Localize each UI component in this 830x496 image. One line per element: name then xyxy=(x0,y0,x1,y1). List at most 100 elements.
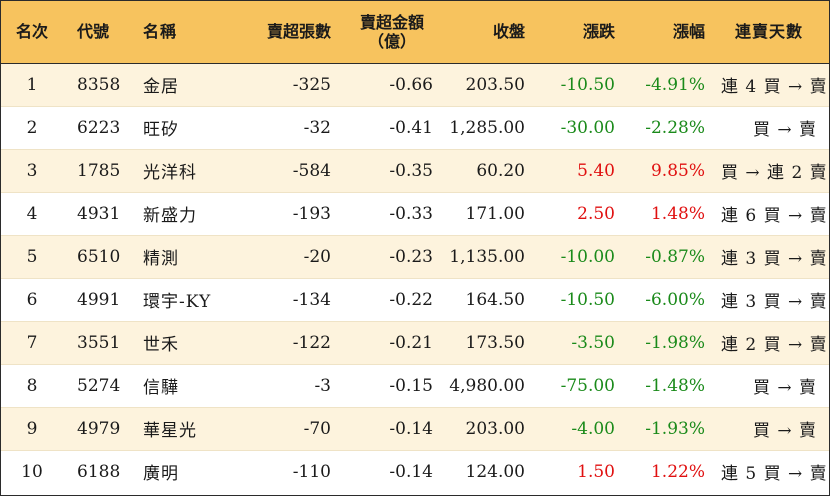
cell-net-sell-lots: -3 xyxy=(253,363,341,407)
cell-name[interactable]: 廣明 xyxy=(133,449,253,493)
cell-name[interactable]: 環宇-KY xyxy=(133,277,253,321)
cell-net-sell-lots: -70 xyxy=(253,406,341,450)
cell-streak: 連 2 買 → 賣 xyxy=(715,320,829,364)
table-row[interactable]: 7 3551 世禾 -122 -0.21 173.50 -3.50 -1.98%… xyxy=(1,320,829,364)
cell-pct: -1.93% xyxy=(625,406,715,450)
cell-name[interactable]: 光洋科 xyxy=(133,148,253,192)
cell-close: 60.20 xyxy=(443,148,535,192)
table-row[interactable]: 8 5274 信驊 -3 -0.15 4,980.00 -75.00 -1.48… xyxy=(1,363,829,407)
table-row[interactable]: 9 4979 華星光 -70 -0.14 203.00 -4.00 -1.93%… xyxy=(1,406,829,450)
header-rank[interactable]: 名次 xyxy=(1,1,63,64)
cell-rank: 2 xyxy=(1,105,63,149)
cell-pct: -1.48% xyxy=(625,363,715,407)
cell-code[interactable]: 5274 xyxy=(63,363,133,407)
header-code[interactable]: 代號 xyxy=(63,1,133,64)
cell-pct: 1.48% xyxy=(625,191,715,235)
header-row: 名次 代號 名稱 賣超張數 賣超金額 （億） 收盤 漲跌 漲幅 連賣天數 xyxy=(1,1,829,64)
cell-streak: 連 4 買 → 賣 xyxy=(721,77,828,97)
cell-code[interactable]: 4979 xyxy=(63,406,133,450)
cell-rank: 9 xyxy=(1,406,63,450)
cell-name[interactable]: 華星光 xyxy=(133,406,253,450)
cell-change: 1.50 xyxy=(535,449,625,493)
cell-net-sell-lots: -32 xyxy=(253,105,341,149)
cell-net-sell-amount: -0.66 xyxy=(389,74,433,95)
cell-net-sell-lots: -122 xyxy=(253,320,341,364)
header-streak[interactable]: 連賣天數 xyxy=(715,1,829,64)
cell-streak: 連 6 買 → 賣 xyxy=(715,191,829,235)
cell-pct: -6.00% xyxy=(625,277,715,321)
header-pct[interactable]: 漲幅 xyxy=(625,1,715,64)
cell-code[interactable]: 4931 xyxy=(63,191,133,235)
cell-net-sell-lots: -584 xyxy=(253,148,341,192)
cell-net-sell-lots: -193 xyxy=(253,191,341,235)
cell-pct: -2.28% xyxy=(625,105,715,149)
table-row[interactable]: 10 6188 廣明 -110 -0.14 124.00 1.50 1.22% … xyxy=(1,449,829,493)
table-body: 1 8358 金居 -325 -0.66 203.50 -10.50 -4.91… xyxy=(1,63,829,493)
table-row[interactable]: 6 4991 環宇-KY -134 -0.22 164.50 -10.50 -6… xyxy=(1,277,829,321)
cell-close: 124.00 xyxy=(443,449,535,493)
header-net-sell-amount[interactable]: 賣超金額 （億） xyxy=(341,1,443,64)
cell-code[interactable]: 6510 xyxy=(63,234,133,278)
cell-net-sell-lots: -325 xyxy=(292,74,331,95)
cell-pct: -4.91% xyxy=(645,74,705,95)
cell-change: -75.00 xyxy=(535,363,625,407)
cell-code[interactable]: 6188 xyxy=(63,449,133,493)
cell-change: -10.00 xyxy=(535,234,625,278)
table-row[interactable]: 2 6223 旺矽 -32 -0.41 1,285.00 -30.00 -2.2… xyxy=(1,105,829,149)
cell-pct: 9.85% xyxy=(625,148,715,192)
cell-name[interactable]: 旺矽 xyxy=(133,105,253,149)
cell-net-sell-amount: -0.15 xyxy=(341,363,443,407)
header-name[interactable]: 名稱 xyxy=(133,1,253,64)
cell-change: -30.00 xyxy=(535,105,625,149)
table-row[interactable]: 1 8358 金居 -325 -0.66 203.50 -10.50 -4.91… xyxy=(1,63,829,106)
cell-code[interactable]: 6223 xyxy=(63,105,133,149)
header-change[interactable]: 漲跌 xyxy=(535,1,625,64)
cell-close: 1,285.00 xyxy=(443,105,535,149)
cell-change: -10.50 xyxy=(560,74,615,95)
cell-rank: 7 xyxy=(1,320,63,364)
cell-name[interactable]: 金居 xyxy=(143,77,179,97)
cell-rank: 5 xyxy=(1,234,63,278)
cell-streak: 買 → 賣 xyxy=(715,105,829,149)
cell-name[interactable]: 精測 xyxy=(133,234,253,278)
cell-streak: 連 5 買 → 賣 xyxy=(715,449,829,493)
cell-rank: 10 xyxy=(1,449,63,493)
cell-rank: 4 xyxy=(1,191,63,235)
cell-net-sell-lots: -134 xyxy=(253,277,341,321)
cell-net-sell-amount: -0.23 xyxy=(341,234,443,278)
table-row[interactable]: 5 6510 精測 -20 -0.23 1,135.00 -10.00 -0.8… xyxy=(1,234,829,278)
cell-rank: 3 xyxy=(1,148,63,192)
cell-close: 203.50 xyxy=(465,74,525,95)
cell-change: -4.00 xyxy=(535,406,625,450)
cell-code[interactable]: 4991 xyxy=(63,277,133,321)
cell-rank: 8 xyxy=(1,363,63,407)
header-close[interactable]: 收盤 xyxy=(443,1,535,64)
cell-net-sell-amount: -0.14 xyxy=(341,406,443,450)
cell-rank: 6 xyxy=(1,277,63,321)
cell-code[interactable]: 8358 xyxy=(77,74,121,95)
table-row[interactable]: 4 4931 新盛力 -193 -0.33 171.00 2.50 1.48% … xyxy=(1,191,829,235)
table-row[interactable]: 3 1785 光洋科 -584 -0.35 60.20 5.40 9.85% 買… xyxy=(1,148,829,192)
cell-net-sell-amount: -0.41 xyxy=(341,105,443,149)
cell-close: 4,980.00 xyxy=(443,363,535,407)
cell-net-sell-amount: -0.22 xyxy=(341,277,443,321)
cell-streak: 連 3 買 → 賣 xyxy=(715,277,829,321)
cell-rank: 1 xyxy=(26,74,38,95)
cell-close: 173.50 xyxy=(443,320,535,364)
cell-close: 171.00 xyxy=(443,191,535,235)
cell-name[interactable]: 世禾 xyxy=(133,320,253,364)
cell-name[interactable]: 新盛力 xyxy=(133,191,253,235)
cell-pct: 1.22% xyxy=(625,449,715,493)
cell-close: 203.00 xyxy=(443,406,535,450)
cell-code[interactable]: 1785 xyxy=(63,148,133,192)
cell-pct: -0.87% xyxy=(625,234,715,278)
cell-net-sell-amount: -0.21 xyxy=(341,320,443,364)
cell-streak: 買 → 賣 xyxy=(715,363,829,407)
cell-streak: 買 → 賣 xyxy=(715,406,829,450)
cell-name[interactable]: 信驊 xyxy=(133,363,253,407)
cell-net-sell-amount: -0.14 xyxy=(341,449,443,493)
cell-code[interactable]: 3551 xyxy=(63,320,133,364)
header-net-sell-lots[interactable]: 賣超張數 xyxy=(253,1,341,64)
